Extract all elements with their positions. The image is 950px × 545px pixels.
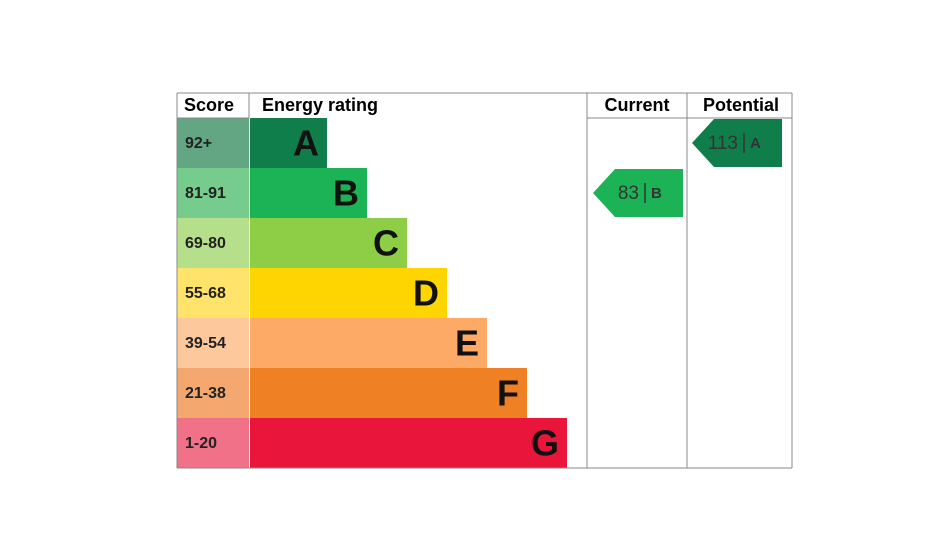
rating-letter: D (413, 273, 439, 314)
rating-bar (250, 318, 487, 368)
rating-letter: E (455, 323, 479, 364)
score-cell (177, 368, 249, 418)
rating-bar (250, 118, 327, 168)
score-cell (177, 268, 249, 318)
potential-rating: A (750, 135, 761, 152)
score-range: 69-80 (185, 235, 226, 252)
rating-letter: C (373, 223, 399, 264)
score-cell (177, 218, 249, 268)
header-energy-rating: Energy rating (262, 95, 378, 115)
score-range: 81-91 (185, 185, 226, 202)
current-arrow (593, 169, 683, 217)
rating-bar (250, 418, 567, 468)
header-current: Current (604, 95, 669, 115)
current-score: 83 (618, 183, 639, 204)
score-cell (177, 318, 249, 368)
header-potential: Potential (703, 95, 779, 115)
rating-letter: F (497, 373, 519, 414)
score-range: 21-38 (185, 385, 226, 402)
score-range: 39-54 (185, 335, 226, 352)
score-range: 55-68 (185, 285, 226, 302)
score-range: 92+ (185, 135, 212, 152)
rating-bar (250, 268, 447, 318)
score-cell (177, 168, 249, 218)
potential-score: 113 (708, 133, 738, 154)
rating-bar (250, 368, 527, 418)
rating-letter: B (333, 173, 359, 214)
current-rating: B (651, 185, 662, 202)
rating-letter: G (531, 423, 559, 464)
potential-arrow (692, 119, 782, 167)
rating-bar (250, 218, 407, 268)
score-cell (177, 118, 249, 168)
rating-bar (250, 168, 367, 218)
score-cell (177, 418, 249, 468)
score-range: 1-20 (185, 435, 217, 452)
header-score: Score (184, 95, 234, 115)
rating-letter: A (293, 123, 319, 164)
